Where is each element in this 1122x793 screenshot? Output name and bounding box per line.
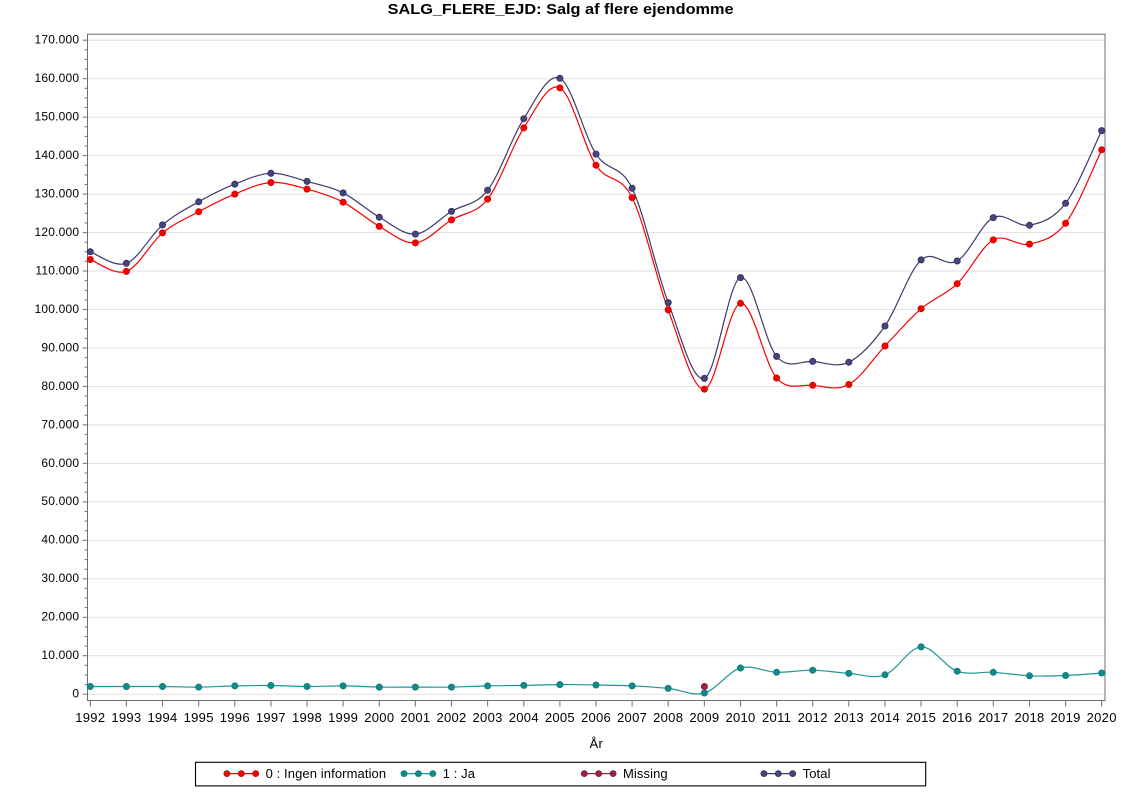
svg-text:160.000: 160.000 bbox=[35, 71, 80, 85]
svg-text:2002: 2002 bbox=[436, 710, 466, 725]
svg-text:130.000: 130.000 bbox=[35, 187, 80, 201]
svg-text:0 : Ingen information: 0 : Ingen information bbox=[266, 766, 387, 781]
svg-text:20.000: 20.000 bbox=[41, 610, 79, 624]
svg-text:Missing: Missing bbox=[623, 766, 668, 781]
svg-text:120.000: 120.000 bbox=[35, 225, 80, 239]
svg-text:1995: 1995 bbox=[184, 710, 214, 725]
svg-text:2013: 2013 bbox=[834, 710, 864, 725]
svg-text:2012: 2012 bbox=[798, 710, 828, 725]
svg-text:1999: 1999 bbox=[328, 710, 358, 725]
svg-text:1 : Ja: 1 : Ja bbox=[443, 766, 476, 781]
svg-text:2008: 2008 bbox=[653, 710, 683, 725]
svg-text:60.000: 60.000 bbox=[41, 456, 79, 470]
svg-text:10.000: 10.000 bbox=[41, 648, 79, 662]
svg-text:2020: 2020 bbox=[1087, 710, 1117, 725]
svg-text:40.000: 40.000 bbox=[41, 533, 79, 547]
svg-text:2003: 2003 bbox=[473, 710, 503, 725]
svg-text:1997: 1997 bbox=[256, 710, 286, 725]
svg-text:50.000: 50.000 bbox=[41, 494, 79, 508]
svg-text:2018: 2018 bbox=[1014, 710, 1044, 725]
svg-text:100.000: 100.000 bbox=[35, 302, 80, 316]
svg-text:2015: 2015 bbox=[906, 710, 936, 725]
svg-text:2005: 2005 bbox=[545, 710, 575, 725]
svg-text:2000: 2000 bbox=[364, 710, 394, 725]
svg-text:80.000: 80.000 bbox=[41, 379, 79, 393]
svg-text:140.000: 140.000 bbox=[35, 148, 80, 162]
svg-text:2001: 2001 bbox=[400, 710, 430, 725]
svg-text:2019: 2019 bbox=[1051, 710, 1081, 725]
svg-text:1994: 1994 bbox=[147, 710, 177, 725]
svg-text:2010: 2010 bbox=[725, 710, 755, 725]
svg-text:70.000: 70.000 bbox=[41, 417, 79, 431]
svg-text:1996: 1996 bbox=[220, 710, 250, 725]
svg-text:170.000: 170.000 bbox=[35, 33, 80, 47]
svg-text:1998: 1998 bbox=[292, 710, 322, 725]
svg-text:Total: Total bbox=[803, 766, 831, 781]
svg-text:2011: 2011 bbox=[762, 710, 791, 725]
svg-text:År: År bbox=[589, 736, 603, 751]
svg-text:2014: 2014 bbox=[870, 710, 900, 725]
svg-text:30.000: 30.000 bbox=[41, 571, 79, 585]
svg-text:1993: 1993 bbox=[111, 710, 141, 725]
svg-text:2007: 2007 bbox=[617, 710, 647, 725]
svg-text:150.000: 150.000 bbox=[35, 110, 80, 124]
svg-text:2009: 2009 bbox=[689, 710, 719, 725]
svg-text:110.000: 110.000 bbox=[35, 263, 79, 277]
svg-text:2017: 2017 bbox=[978, 710, 1008, 725]
svg-text:0: 0 bbox=[72, 687, 79, 701]
svg-text:90.000: 90.000 bbox=[41, 340, 79, 354]
svg-text:2004: 2004 bbox=[509, 710, 539, 725]
svg-text:2006: 2006 bbox=[581, 710, 611, 725]
svg-text:2016: 2016 bbox=[942, 710, 972, 725]
svg-text:1992: 1992 bbox=[75, 710, 105, 725]
svg-text:SALG_FLERE_EJD: Salg af flere: SALG_FLERE_EJD: Salg af flere ejendomme bbox=[388, 2, 734, 18]
